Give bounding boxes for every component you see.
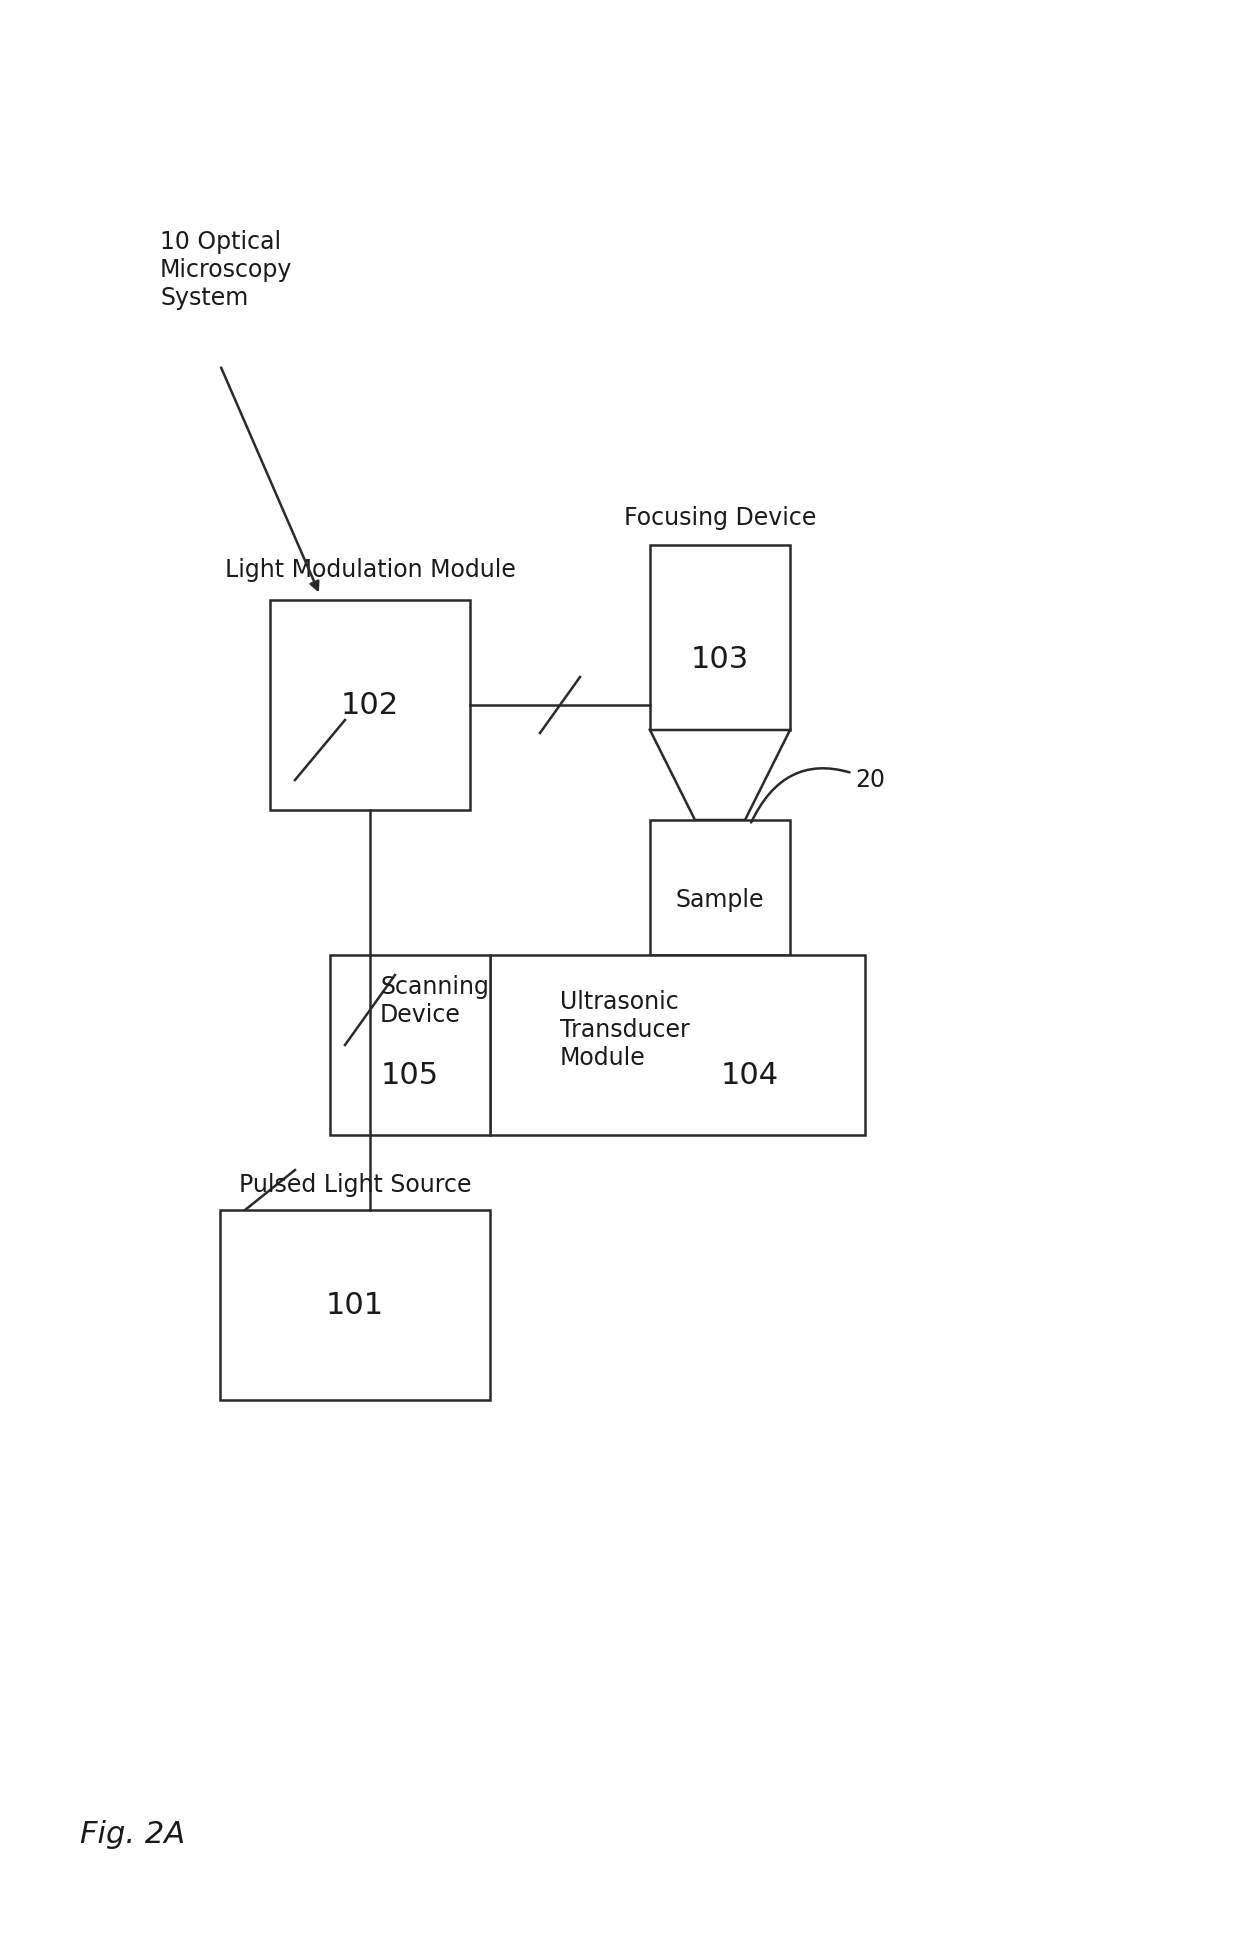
Text: 104: 104 bbox=[720, 1061, 779, 1090]
Text: Pulsed Light Source: Pulsed Light Source bbox=[239, 1173, 471, 1197]
Text: 20: 20 bbox=[751, 769, 885, 823]
Text: Focusing Device: Focusing Device bbox=[624, 506, 816, 529]
Text: 101: 101 bbox=[326, 1290, 384, 1319]
Bar bbox=[650, 819, 790, 955]
Bar bbox=[650, 545, 790, 730]
Text: Light Modulation Module: Light Modulation Module bbox=[224, 559, 516, 582]
Text: Scanning
Device: Scanning Device bbox=[379, 975, 489, 1027]
Text: Sample: Sample bbox=[676, 887, 764, 913]
Polygon shape bbox=[650, 730, 790, 819]
Text: 102: 102 bbox=[341, 691, 399, 720]
Bar bbox=[270, 599, 470, 810]
Text: Ultrasonic
Transducer
Module: Ultrasonic Transducer Module bbox=[560, 991, 689, 1070]
Bar bbox=[219, 1210, 490, 1399]
Text: Fig. 2A: Fig. 2A bbox=[81, 1820, 185, 1849]
Text: 105: 105 bbox=[381, 1061, 439, 1090]
Bar bbox=[330, 955, 490, 1135]
Text: 10 Optical
Microscopy
System: 10 Optical Microscopy System bbox=[160, 230, 293, 309]
Text: 103: 103 bbox=[691, 646, 749, 675]
Bar bbox=[490, 955, 866, 1135]
